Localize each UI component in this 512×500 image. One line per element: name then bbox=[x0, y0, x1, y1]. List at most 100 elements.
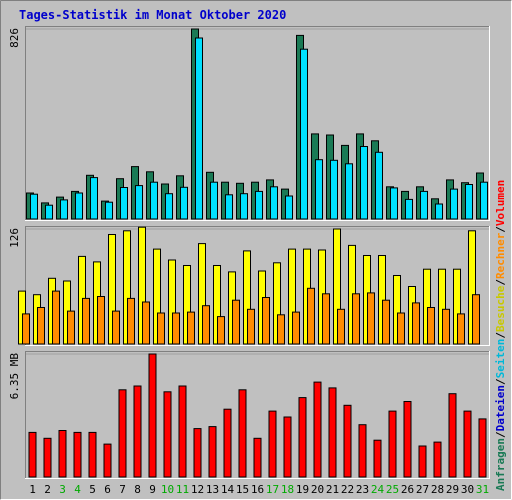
panel-middle: 126 bbox=[8, 226, 490, 346]
x-tick-label: 13 bbox=[206, 483, 219, 496]
bar-dateien bbox=[30, 193, 38, 220]
x-tick-label: 18 bbox=[281, 483, 294, 496]
bar-rechner bbox=[43, 437, 52, 478]
bar-dateien bbox=[240, 193, 248, 220]
bar-besuche bbox=[127, 297, 135, 345]
bar-rechner bbox=[463, 410, 472, 478]
x-tick-label: 15 bbox=[236, 483, 249, 496]
x-tick-label: 26 bbox=[401, 483, 414, 496]
legend-entry: Volumen bbox=[494, 180, 507, 226]
bar-rechner bbox=[193, 428, 202, 478]
panel-bottom: 6.35 MB bbox=[8, 351, 490, 479]
legend-entry: / bbox=[494, 431, 507, 438]
bar-besuche bbox=[52, 290, 60, 345]
bar-besuche bbox=[382, 299, 390, 345]
x-tick-label: 14 bbox=[221, 483, 235, 496]
bar-besuche bbox=[262, 297, 270, 345]
bar-besuche bbox=[82, 297, 90, 345]
bar-dateien bbox=[135, 185, 143, 220]
bar-rechner bbox=[103, 443, 112, 478]
x-tick-label: 11 bbox=[176, 483, 189, 496]
legend-entry: / bbox=[494, 378, 507, 385]
bar-dateien bbox=[90, 177, 98, 220]
bar-besuche bbox=[187, 311, 195, 345]
y-tick-label: 826 bbox=[8, 28, 21, 48]
x-tick-label: 3 bbox=[59, 483, 66, 496]
bar-besuche bbox=[292, 311, 300, 345]
legend-entry: Seiten bbox=[494, 339, 507, 379]
x-tick-label: 17 bbox=[266, 483, 279, 496]
bar-dateien bbox=[255, 190, 263, 220]
bar-dateien bbox=[210, 181, 218, 220]
bar-rechner bbox=[358, 424, 367, 478]
legend-entry: / bbox=[494, 279, 507, 286]
bar-rechner bbox=[28, 431, 37, 478]
bar-rechner bbox=[373, 439, 382, 478]
bar-rechner bbox=[178, 385, 187, 478]
bar-besuche bbox=[97, 296, 105, 345]
bar-dateien bbox=[405, 198, 413, 220]
bar-rechner bbox=[163, 391, 172, 478]
x-tick-label: 19 bbox=[296, 483, 309, 496]
bar-rechner bbox=[478, 418, 487, 478]
bar-rechner bbox=[73, 431, 82, 478]
bar-dateien bbox=[165, 193, 173, 220]
bar-besuche bbox=[277, 314, 285, 345]
bar-rechner bbox=[208, 426, 217, 478]
x-tick-label: 21 bbox=[326, 483, 339, 496]
bar-dateien bbox=[180, 186, 188, 220]
bar-rechner bbox=[388, 410, 397, 478]
bar-rechner bbox=[418, 445, 427, 478]
bar-rechner bbox=[343, 404, 352, 478]
legend-entry: Rechner bbox=[494, 232, 507, 279]
x-tick-label: 22 bbox=[341, 483, 354, 496]
bar-rechner bbox=[403, 401, 412, 478]
legend-entry: Besuche bbox=[494, 285, 507, 332]
legend-entry: Dateien bbox=[494, 385, 507, 431]
bar-dateien bbox=[390, 187, 398, 220]
bar-rechner bbox=[58, 430, 67, 478]
bar-dateien bbox=[195, 37, 203, 220]
bar-besuche bbox=[67, 310, 75, 345]
bar-dateien bbox=[420, 190, 428, 220]
bar-dateien bbox=[75, 192, 83, 220]
bar-besuche bbox=[442, 308, 450, 345]
bar-rechner bbox=[148, 353, 157, 478]
bar-rechner bbox=[298, 397, 307, 478]
bar-besuche bbox=[472, 294, 480, 345]
bar-dateien bbox=[330, 159, 338, 220]
x-tick-label: 7 bbox=[119, 483, 126, 496]
bar-besuche bbox=[112, 310, 120, 345]
x-tick-label: 16 bbox=[251, 483, 264, 496]
x-tick-label: 30 bbox=[461, 483, 474, 496]
x-tick-label: 23 bbox=[356, 483, 369, 496]
bar-dateien bbox=[375, 151, 383, 220]
bar-rechner bbox=[88, 431, 97, 478]
bar-besuche bbox=[202, 305, 210, 345]
bar-besuche bbox=[322, 293, 330, 345]
bar-dateien bbox=[360, 146, 368, 220]
x-tick-label: 8 bbox=[134, 483, 141, 496]
bar-besuche bbox=[217, 316, 225, 345]
bar-besuche bbox=[397, 312, 405, 345]
bar-dateien bbox=[315, 159, 323, 220]
bar-dateien bbox=[435, 203, 443, 220]
chart-panels: 826 126 6.35 MB bbox=[8, 26, 490, 479]
bar-besuche bbox=[457, 313, 465, 345]
bar-dateien bbox=[480, 181, 488, 220]
bar-rechner bbox=[283, 416, 292, 478]
bar-dateien bbox=[285, 195, 293, 220]
bar-rechner bbox=[223, 408, 232, 478]
bar-besuche bbox=[307, 287, 315, 345]
bar-dateien bbox=[45, 204, 53, 220]
x-tick-label: 1 bbox=[29, 483, 36, 496]
bar-rechner bbox=[313, 381, 322, 478]
bar-dateien bbox=[300, 48, 308, 220]
x-tick-label: 25 bbox=[386, 483, 399, 496]
bar-besuche bbox=[412, 302, 420, 345]
bar-besuche bbox=[247, 308, 255, 345]
legend-entry: Anfragen bbox=[494, 438, 507, 491]
x-tick-label: 12 bbox=[191, 483, 204, 496]
y-tick-label: 6.35 MB bbox=[8, 353, 21, 400]
